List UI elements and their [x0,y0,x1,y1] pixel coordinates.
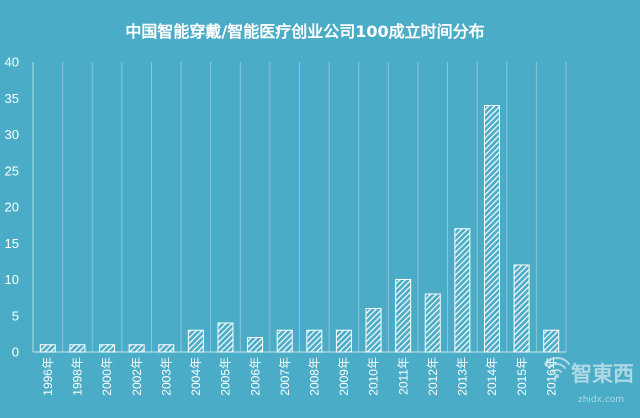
bar-2005年 [217,322,234,353]
x-tick-label: 2009年 [337,357,351,396]
bar-2012年 [424,293,441,353]
x-tick-label: 2012年 [426,357,440,396]
bar-2004年 [187,329,204,353]
watermark-brand: 智東西 [571,362,634,386]
y-tick-label: 10 [5,272,19,287]
chart-title: 中国智能穿戴/智能医疗创业公司100成立时间分布 [125,22,485,41]
wifi-dot-icon [555,374,559,378]
x-tick-label: 2014年 [485,357,499,396]
bar-2007年 [276,329,293,353]
x-tick-label: 1996年 [41,357,55,396]
x-tick-label: 2010年 [367,357,381,396]
y-tick-label: 40 [5,55,19,70]
x-tick-label: 2004年 [189,357,203,396]
x-category-labels: 1996年 1998年 2000年 2002年 2003年 2004年 2005年 2006年… [41,357,558,396]
bar-1998年 [69,344,86,353]
x-tick-label: 2011年 [396,357,410,395]
x-tick-label: 2002年 [130,357,144,396]
y-tick-label: 25 [5,163,19,178]
bar-2015年 [513,264,530,353]
x-tick-label: 2007年 [278,357,292,396]
x-tick-label: 2016年 [544,357,558,396]
y-tick-label: 15 [5,236,19,251]
bar-2006年 [247,337,264,353]
x-tick-label: 2005年 [219,357,233,396]
x-tick-label: 2013年 [456,357,470,396]
y-tick-label: 30 [5,127,19,142]
bar-2014年 [483,105,500,353]
y-tick-label: 0 [12,345,19,360]
bar-2000年 [99,344,116,353]
x-tick-label: 2006年 [248,357,262,396]
x-tick-label: 2015年 [515,357,529,396]
bar-2016年 [543,329,560,353]
y-tick-labels: 0 5 10 15 20 25 30 35 40 [5,55,19,360]
wifi-signal-icon [544,357,570,373]
x-tick-label: 2000年 [100,357,114,396]
bar-2013年 [454,228,471,353]
y-tick-label: 20 [5,200,19,215]
gridlines [32,62,567,352]
bar-2009年 [335,329,352,353]
bar-2002年 [128,344,145,353]
x-tick-label: 2003年 [159,357,173,396]
x-tick-label: 2008年 [308,357,322,396]
bar-2011年 [395,279,412,353]
y-tick-label: 5 [12,308,19,323]
watermark-logo: 智東西 zhidx.com [544,357,634,405]
bar-1996年 [39,344,56,353]
bar-2008年 [306,329,323,353]
bar-2010年 [365,308,382,353]
bars [39,105,560,353]
watermark-site: zhidx.com [578,395,624,405]
y-tick-label: 35 [5,91,19,106]
x-tick-label: 1998年 [71,357,85,396]
bar-2003年 [158,344,175,353]
